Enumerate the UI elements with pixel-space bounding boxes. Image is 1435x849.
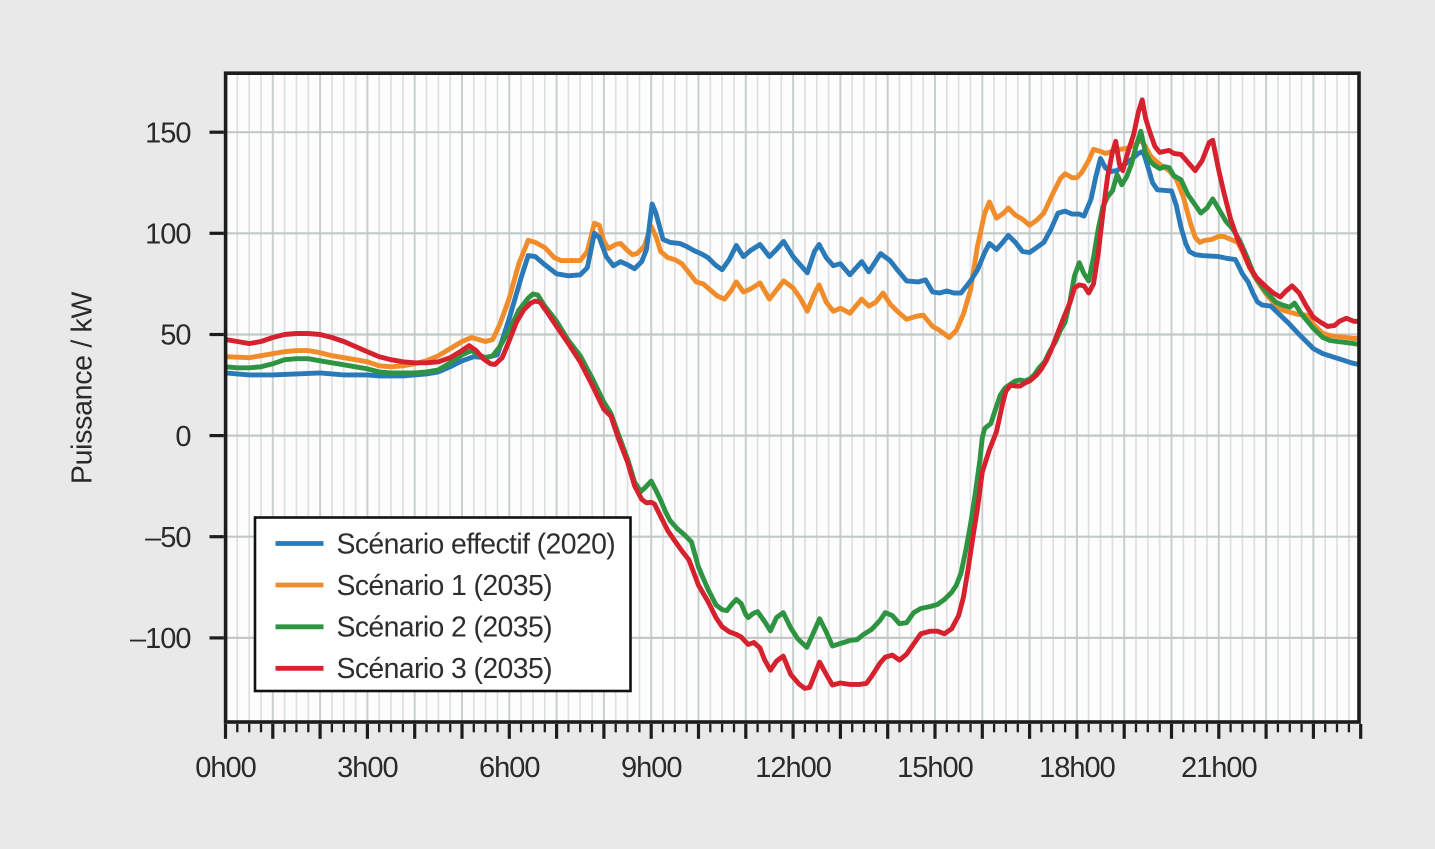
svg-text:Puissance / kW: Puissance / kW (67, 292, 99, 485)
svg-text:18h00: 18h00 (1039, 752, 1115, 784)
svg-text:21h00: 21h00 (1181, 752, 1257, 784)
svg-text:6h00: 6h00 (479, 752, 540, 784)
svg-text:Scénario 3 (2035): Scénario 3 (2035) (337, 653, 552, 685)
svg-text:3h00: 3h00 (337, 752, 398, 784)
svg-text:50: 50 (160, 320, 190, 352)
svg-text:–50: –50 (145, 522, 190, 554)
svg-text:0: 0 (175, 421, 190, 453)
svg-text:12h00: 12h00 (755, 752, 831, 784)
svg-text:9h00: 9h00 (621, 752, 682, 784)
svg-text:Scénario effectif (2020): Scénario effectif (2020) (337, 528, 616, 560)
svg-text:0h00: 0h00 (195, 752, 256, 784)
svg-text:15h00: 15h00 (897, 752, 973, 784)
svg-text:Scénario 2 (2035): Scénario 2 (2035) (337, 612, 552, 644)
svg-text:Scénario 1 (2035): Scénario 1 (2035) (337, 570, 552, 602)
svg-text:–100: –100 (130, 623, 191, 655)
svg-text:100: 100 (145, 219, 190, 251)
svg-text:150: 150 (145, 117, 190, 149)
